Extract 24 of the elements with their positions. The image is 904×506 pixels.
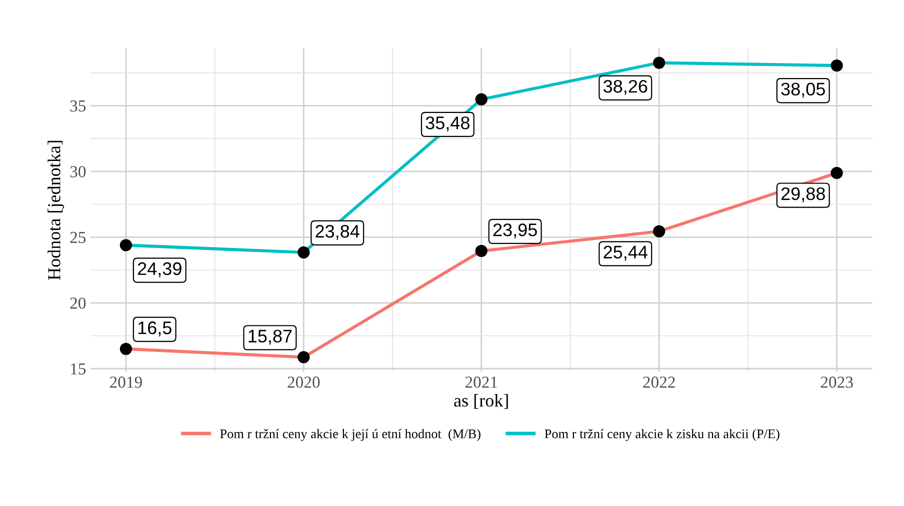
legend-label: Pom r tržní ceny akcie k její ú etní hodnot (M/B)	[220, 428, 480, 441]
y-tick-label: 30	[70, 166, 86, 178]
y-tick-label: 35	[70, 100, 86, 112]
data-label: 38,05	[781, 82, 825, 98]
x-tick-label: 2020	[288, 376, 320, 388]
data-label: 16,5	[138, 321, 172, 336]
x-tick-label: 2019	[110, 376, 142, 388]
data-label: 38,26	[603, 80, 648, 95]
y-tick-label: 25	[70, 232, 86, 244]
y-tick-label: 20	[70, 298, 86, 309]
x-tick-label: 2022	[643, 376, 675, 388]
legend-label: Pom r tržní ceny akcie k zisku na akcii (P/E)	[544, 428, 780, 441]
x-axis-title: as [rok]	[454, 394, 508, 409]
x-tick-label: 2023	[820, 376, 853, 388]
data-label: 35,48	[426, 116, 470, 132]
data-label: 24,39	[138, 262, 182, 278]
data-label: 25,44	[604, 246, 648, 261]
data-label: 23,95	[493, 223, 537, 238]
data-label: 23,84	[316, 224, 360, 240]
y-tick-label: 15	[71, 363, 86, 375]
y-axis-title: Hodnota [jednotka]	[48, 140, 64, 280]
data-label: 15,87	[248, 330, 292, 345]
x-tick-label: 2021	[465, 376, 498, 388]
data-label: 29,88	[781, 187, 825, 202]
